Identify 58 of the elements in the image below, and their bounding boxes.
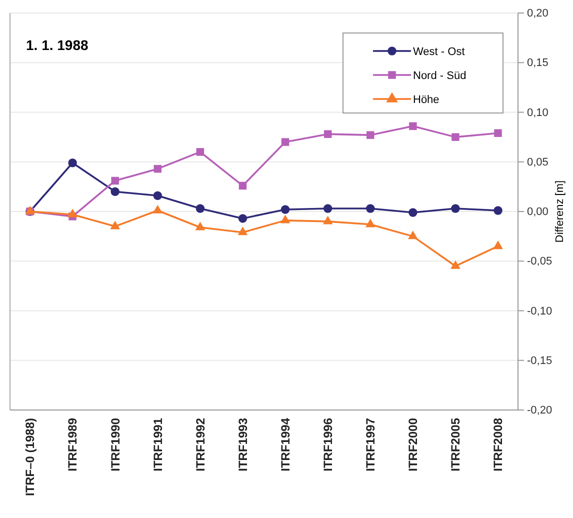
point bbox=[366, 204, 375, 213]
y-tick-label: -0,10 bbox=[527, 305, 552, 318]
point bbox=[409, 122, 417, 130]
y-tick-label: -0,05 bbox=[527, 256, 552, 268]
point bbox=[324, 130, 332, 138]
y-tick-label: 0,10 bbox=[527, 106, 548, 119]
point bbox=[238, 226, 248, 236]
point bbox=[323, 204, 332, 213]
point bbox=[238, 182, 247, 190]
x-tick-label: ITRF1996 bbox=[321, 418, 336, 472]
legend-label: Nord - Süd bbox=[413, 70, 466, 82]
point bbox=[110, 187, 120, 196]
point bbox=[196, 148, 204, 156]
y-tick-label: -0,15 bbox=[527, 354, 552, 367]
point bbox=[111, 176, 119, 185]
x-tick-label: ITRF1997 bbox=[364, 418, 378, 472]
x-tick-label: ITRF1993 bbox=[236, 418, 250, 472]
point bbox=[195, 222, 206, 230]
point bbox=[238, 214, 248, 223]
point bbox=[280, 214, 290, 224]
point bbox=[408, 208, 418, 217]
point bbox=[322, 216, 333, 224]
x-tick-label: ITRF1994 bbox=[278, 418, 292, 472]
point bbox=[450, 260, 460, 269]
point bbox=[68, 158, 77, 168]
point bbox=[196, 204, 205, 213]
point bbox=[451, 204, 460, 213]
y-tick-label: -0,20 bbox=[527, 404, 552, 417]
x-tick-label: ITRF1992 bbox=[193, 418, 208, 472]
x-tick-label: ITRF–0 (1988) bbox=[23, 418, 38, 496]
point bbox=[494, 129, 502, 137]
point bbox=[493, 240, 503, 250]
legend-label: Höhe bbox=[413, 94, 440, 106]
x-tick-label: ITRF1990 bbox=[108, 418, 122, 472]
y-axis-title: Differenz [m] bbox=[554, 180, 566, 243]
text: 1. 1. 1988 bbox=[26, 37, 88, 53]
y-tick-label: 0,20 bbox=[527, 8, 548, 20]
y-tick-label: 0,00 bbox=[527, 206, 548, 218]
point bbox=[280, 205, 290, 214]
point bbox=[68, 208, 78, 218]
point bbox=[408, 230, 418, 240]
point bbox=[452, 133, 460, 141]
point bbox=[110, 220, 120, 230]
x-tick-label: ITRF1991 bbox=[150, 418, 165, 472]
x-tick-label: ITRF1989 bbox=[66, 418, 80, 472]
point bbox=[153, 191, 162, 200]
x-tick-label: ITRF2000 bbox=[406, 418, 420, 472]
legend-label: West - Ost bbox=[413, 46, 465, 58]
point bbox=[152, 204, 163, 214]
x-tick-label: ITRF2005 bbox=[448, 418, 463, 472]
point bbox=[494, 206, 502, 215]
point bbox=[365, 218, 376, 228]
y-tick-label: 0,05 bbox=[527, 156, 548, 168]
x-tick-label: ITRF2008 bbox=[491, 418, 506, 472]
point bbox=[366, 131, 374, 139]
point bbox=[154, 164, 162, 173]
y-tick-label: 0,15 bbox=[527, 57, 548, 70]
point bbox=[281, 138, 290, 146]
